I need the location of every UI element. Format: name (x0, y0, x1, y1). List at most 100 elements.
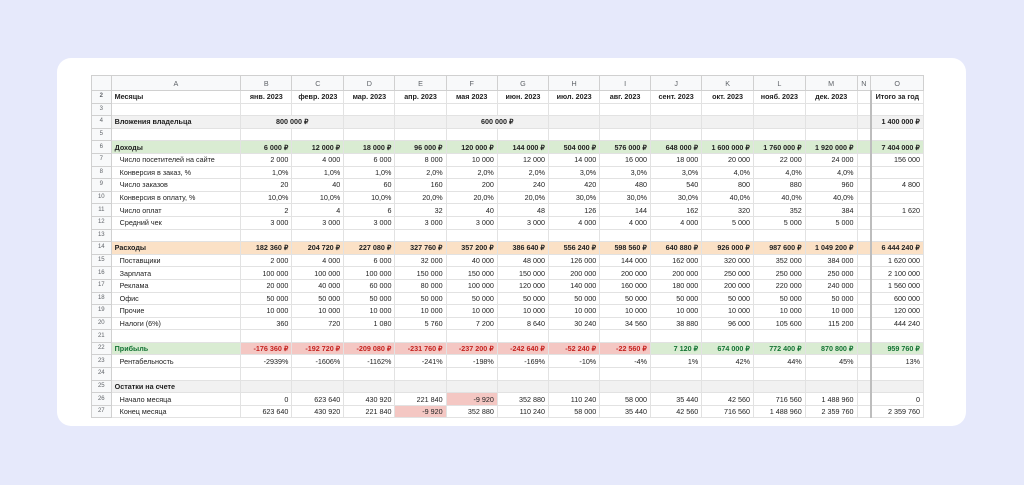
value-cell[interactable]: 96 000 (701, 316, 754, 331)
value-cell[interactable]: 7 200 (445, 316, 498, 331)
row-number[interactable]: 14 (91, 241, 112, 255)
row-number[interactable]: 15 (91, 253, 112, 268)
value-cell[interactable]: 598 560 ₽ (599, 241, 651, 255)
months-label[interactable]: Месяцы (110, 90, 242, 104)
total-cell[interactable]: 1 560 000 (870, 278, 924, 293)
value-cell[interactable]: 1 600 000 ₽ (701, 140, 754, 154)
value-cell[interactable]: 24 000 (804, 152, 858, 167)
expenses-label[interactable]: Расходы (110, 241, 242, 255)
column-header-e[interactable]: E (394, 75, 447, 91)
month-header[interactable]: июн. 2023 (496, 90, 550, 104)
row-number[interactable]: 18 (91, 291, 112, 306)
value-cell[interactable] (548, 115, 601, 129)
value-cell[interactable]: 352 (752, 203, 806, 217)
value-cell[interactable] (240, 379, 293, 394)
value-cell[interactable] (394, 379, 447, 394)
row-number[interactable]: 11 (91, 203, 112, 217)
column-header-j[interactable]: J (649, 75, 703, 91)
total-cell[interactable] (870, 329, 924, 343)
total-cell[interactable]: 0 (870, 392, 924, 406)
column-header-d[interactable]: D (343, 75, 396, 91)
value-cell[interactable]: 320 000 (701, 253, 754, 268)
total-cell[interactable] (870, 165, 924, 180)
value-cell[interactable]: 10,0% (240, 190, 293, 205)
value-cell[interactable] (701, 379, 754, 394)
value-cell[interactable] (649, 228, 703, 243)
row-number[interactable]: 5 (91, 127, 112, 142)
value-cell[interactable]: 640 880 ₽ (649, 241, 703, 255)
value-cell[interactable]: 2 000 (240, 152, 293, 167)
column-header-o[interactable]: O (870, 75, 924, 91)
value-cell[interactable]: 30,0% (599, 190, 651, 205)
value-cell[interactable]: 40 (445, 203, 498, 217)
value-cell[interactable] (394, 367, 447, 381)
value-cell[interactable]: 5 000 (701, 215, 754, 230)
value-cell[interactable]: 8 640 (496, 316, 550, 331)
row-label[interactable]: Начало месяца (110, 392, 242, 406)
value-cell[interactable]: 48 (496, 203, 550, 217)
value-cell[interactable] (291, 329, 345, 343)
spacer-cell[interactable] (856, 304, 872, 318)
value-cell[interactable]: 1 080 (343, 316, 396, 331)
value-cell[interactable] (752, 102, 806, 117)
spacer-cell[interactable] (856, 102, 872, 117)
value-cell[interactable]: 4,0% (701, 165, 754, 180)
value-cell[interactable]: 50 000 (804, 291, 858, 306)
value-cell[interactable]: 648 000 ₽ (649, 140, 703, 154)
value-cell[interactable]: 38 880 (649, 316, 703, 331)
row-label[interactable]: Налоги (6%) (110, 316, 242, 331)
row-number[interactable]: 13 (91, 228, 112, 243)
income-label[interactable]: Доходы (110, 140, 242, 154)
spacer-cell[interactable] (856, 329, 872, 343)
value-cell[interactable]: 623 640 (291, 392, 345, 406)
value-cell[interactable]: 4,0% (804, 165, 858, 180)
value-cell[interactable]: 5 760 (394, 316, 447, 331)
value-cell[interactable] (240, 329, 293, 343)
value-cell[interactable] (548, 329, 601, 343)
value-cell[interactable] (291, 228, 345, 243)
value-cell[interactable]: 200 000 (548, 266, 601, 280)
value-cell[interactable]: 1 049 200 ₽ (804, 241, 858, 255)
value-cell[interactable]: 327 760 ₽ (394, 241, 447, 255)
value-cell[interactable]: -198% (445, 354, 498, 369)
column-header-l[interactable]: L (752, 75, 806, 91)
column-header-h[interactable]: H (548, 75, 601, 91)
value-cell[interactable]: 115 200 (804, 316, 858, 331)
value-cell[interactable] (752, 379, 806, 394)
value-cell[interactable]: 386 640 ₽ (496, 241, 550, 255)
value-cell[interactable] (394, 329, 447, 343)
value-cell[interactable]: 144 (599, 203, 651, 217)
profitability-label[interactable]: Рентабельность (110, 354, 242, 369)
value-cell[interactable]: -9 920 (445, 392, 498, 406)
value-cell[interactable] (701, 329, 754, 343)
value-cell[interactable]: 200 000 (701, 278, 754, 293)
value-cell[interactable] (649, 367, 703, 381)
value-cell[interactable]: 10 000 (394, 304, 447, 318)
value-cell[interactable] (752, 228, 806, 243)
value-cell[interactable] (649, 115, 703, 129)
value-cell[interactable] (649, 102, 703, 117)
income-total[interactable]: 7 404 000 ₽ (870, 140, 924, 154)
value-cell[interactable]: 126 000 (548, 253, 601, 268)
value-cell[interactable]: 20 (240, 178, 293, 192)
value-cell[interactable]: 100 000 (240, 266, 293, 280)
value-cell[interactable] (496, 329, 550, 343)
value-cell[interactable]: 58 000 (548, 404, 601, 419)
value-cell[interactable] (240, 228, 293, 243)
value-cell[interactable] (343, 367, 396, 381)
value-cell[interactable] (548, 102, 601, 117)
value-cell[interactable]: 50 000 (496, 291, 550, 306)
total-cell[interactable]: 600 000 (870, 291, 924, 306)
value-cell[interactable]: 150 000 (496, 266, 550, 280)
value-cell[interactable]: 360 (240, 316, 293, 331)
spacer-cell[interactable] (856, 190, 872, 205)
value-cell[interactable]: 6 000 (343, 152, 396, 167)
value-cell[interactable]: 50 000 (752, 291, 806, 306)
value-cell[interactable]: 2 000 (240, 253, 293, 268)
value-cell[interactable]: -192 720 ₽ (291, 341, 345, 356)
value-cell[interactable] (291, 367, 345, 381)
value-cell[interactable]: 4 000 (291, 253, 345, 268)
value-cell[interactable]: 10 000 (445, 152, 498, 167)
owner-total-value[interactable]: 1 400 000 ₽ (870, 115, 924, 129)
value-cell[interactable] (548, 367, 601, 381)
